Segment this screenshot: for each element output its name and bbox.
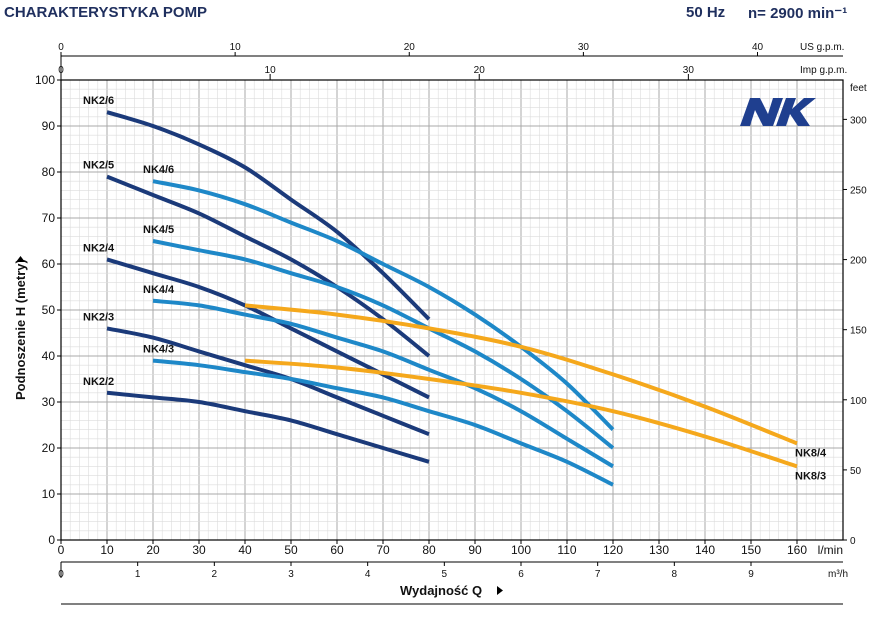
x-tick-label: 100: [511, 543, 531, 557]
series-lines: [106, 110, 798, 487]
right-tick-label: 150: [850, 326, 867, 337]
right-tick-label: 200: [850, 256, 867, 267]
speed-label: n= 2900 min⁻¹: [748, 5, 848, 22]
series-label-nk4-5: NK4/5: [143, 224, 174, 236]
x-tick-label: 80: [422, 543, 436, 557]
bottom-tick-label: 2: [212, 569, 218, 580]
bottom-tick-label: 7: [595, 569, 601, 580]
x-tick-label: 70: [376, 543, 390, 557]
grid: [61, 80, 843, 540]
top-imp-tick-label: 20: [474, 65, 486, 76]
right-tick-label: 100: [850, 396, 867, 407]
series-line-nk2-5: [106, 174, 431, 358]
x-tick-label: 50: [284, 543, 298, 557]
right-tick-label: 0: [850, 536, 856, 547]
page-title: CHARAKTERYSTYKA POMP: [4, 4, 208, 21]
x-axis-title: Wydajność Q: [400, 583, 482, 598]
bottom-tick-label: 9: [748, 569, 754, 580]
top-imp-tick-label: 10: [265, 65, 277, 76]
series-line-nk8-4: [244, 303, 798, 446]
bottom-tick-label: 3: [288, 569, 294, 580]
right-axis-label: feet: [850, 83, 867, 94]
series-line-nk4-3: [152, 358, 614, 487]
bottom-tick-label: 6: [518, 569, 524, 580]
y-tick-label: 40: [42, 349, 56, 363]
series-label-nk8-4: NK8/4: [795, 447, 827, 459]
bottom-tick-label: 8: [672, 569, 678, 580]
top-us-tick-label: 40: [752, 42, 764, 53]
y-axis-arrow-icon: [16, 256, 25, 262]
x-tick-label: 140: [695, 543, 715, 557]
y-tick-label: 50: [42, 303, 56, 317]
y-tick-label: 90: [42, 119, 56, 133]
y-tick-label: 100: [35, 73, 55, 87]
series-line-nk2-3: [106, 326, 430, 437]
top-us-axis-label: US g.p.m.: [800, 42, 844, 53]
x-tick-label: 160: [787, 543, 807, 557]
y-tick-label: 20: [42, 441, 56, 455]
series-line-nk4-6: [152, 179, 615, 432]
x-tick-label: 30: [192, 543, 206, 557]
top-us-tick-label: 0: [58, 42, 64, 53]
y-tick-label: 70: [42, 211, 56, 225]
series-line-nk2-6: [106, 110, 431, 321]
x-tick-label: 60: [330, 543, 344, 557]
x-axis-arrow-icon: [497, 586, 503, 595]
y-axis-title: Podnoszenie H (metry): [13, 259, 28, 400]
top-us-tick-label: 30: [578, 42, 590, 53]
series-label-nk2-5: NK2/5: [83, 160, 114, 172]
series-label-nk2-2: NK2/2: [83, 376, 114, 388]
y-tick-label: 0: [48, 533, 55, 547]
x-tick-label: 40: [238, 543, 252, 557]
series-label-nk4-4: NK4/4: [143, 284, 175, 296]
top-us-tick-label: 10: [230, 42, 242, 53]
nk-logo: [740, 98, 816, 126]
series-label-nk2-4: NK2/4: [83, 242, 115, 254]
x-tick-label: 130: [649, 543, 669, 557]
series-label-nk8-3: NK8/3: [795, 470, 826, 482]
series-label-nk2-6: NK2/6: [83, 95, 114, 107]
bottom-tick-label: 4: [365, 569, 371, 580]
x-tick-label: 120: [603, 543, 623, 557]
frequency-label: 50 Hz: [686, 4, 726, 21]
series-label-nk4-6: NK4/6: [143, 164, 174, 176]
tick-labels: 0 10 20 30 40 50 60 70 80 90 100 110 120 130 140 150 160…: [35, 42, 867, 580]
x-tick-label: 10: [100, 543, 114, 557]
bottom-tick-label: 1: [135, 569, 141, 580]
bottom-m3h-axis-label: m³/h: [828, 569, 848, 580]
series-line-nk8-3: [244, 358, 798, 469]
top-us-tick-label: 20: [404, 42, 416, 53]
y-tick-label: 80: [42, 165, 56, 179]
x-tick-label: 20: [146, 543, 160, 557]
series-line-nk2-2: [106, 390, 430, 464]
y-tick-label: 60: [42, 257, 56, 271]
x-tick-label: 0: [58, 543, 65, 557]
right-tick-label: 300: [850, 115, 867, 126]
series-label-nk4-3: NK4/3: [143, 344, 174, 356]
series-line-nk4-4: [152, 298, 615, 469]
right-tick-label: 250: [850, 185, 867, 196]
series-labels: NK2/6 NK2/5 NK2/4 NK2/3 NK2/2 NK4/6 NK4/5 NK4/4…: [83, 95, 827, 482]
x-tick-label: 90: [468, 543, 482, 557]
x-unit-label: l/min: [818, 543, 843, 557]
top-imp-tick-label: 30: [683, 65, 695, 76]
series-label-nk2-3: NK2/3: [83, 311, 114, 323]
series-line-nk4-5: [152, 239, 615, 450]
right-tick-label: 50: [850, 466, 862, 477]
bottom-tick-label: 5: [442, 569, 448, 580]
top-imp-axis-label: Imp g.p.m.: [800, 65, 847, 76]
x-tick-label: 150: [741, 543, 761, 557]
y-tick-label: 10: [42, 487, 56, 501]
x-tick-label: 110: [557, 543, 576, 557]
y-tick-label: 30: [42, 395, 56, 409]
